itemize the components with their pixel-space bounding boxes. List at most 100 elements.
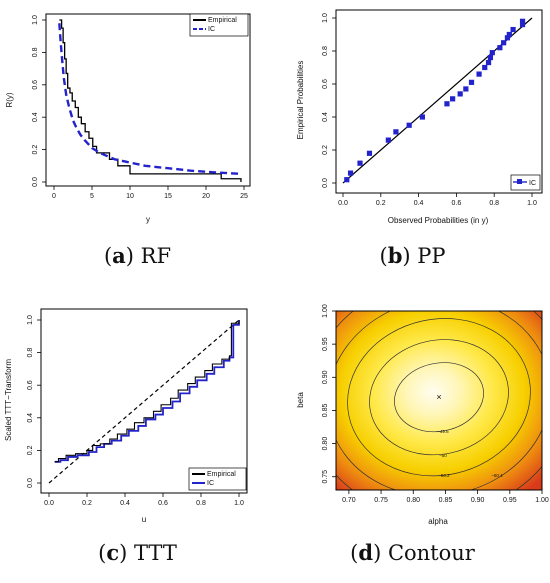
pp-point <box>489 50 495 56</box>
pp-point <box>519 18 526 24</box>
y-tick-label: 0.6 <box>322 79 329 89</box>
contour-line <box>394 362 484 433</box>
pp-point <box>482 64 488 71</box>
x-tick-label: 1.0 <box>234 500 244 507</box>
pp-point <box>385 137 391 143</box>
caption-d: (d) Contour <box>350 540 475 565</box>
y-tick-label: 0.2 <box>32 145 39 155</box>
rf-xlabel: y <box>146 215 150 224</box>
y-tick-label: 0.4 <box>27 413 34 423</box>
x-tick-label: 0.2 <box>82 500 92 507</box>
caption-a: (a) RF <box>103 243 172 268</box>
pp-point <box>497 45 503 51</box>
x-tick-label: 0.2 <box>376 200 386 207</box>
contour-level-label: −49.6 <box>437 429 449 434</box>
pp-point <box>463 86 469 92</box>
x-tick-label: 0.4 <box>414 200 424 207</box>
x-tick-label: 1.00 <box>535 497 549 504</box>
x-tick-label: 0.6 <box>158 500 168 507</box>
x-tick-label: 15 <box>164 193 172 200</box>
panel-rf: 0 5 10 15 20 25 0.0 0.2 0.4 0.6 0.8 1.0 Empirical I… <box>5 13 251 224</box>
y-tick-label: 0.85 <box>322 404 329 418</box>
x-tick-label: 10 <box>126 193 134 200</box>
x-tick-label: 25 <box>240 193 248 200</box>
x-tick-label: 0.8 <box>196 500 206 507</box>
x-tick-label: 5 <box>90 193 94 200</box>
contour-lines: −49.6 −50 −50.2 −50.4 <box>336 311 542 490</box>
y-tick-label: 0.90 <box>322 370 329 384</box>
rf-series <box>58 19 242 182</box>
pp-point <box>501 40 507 46</box>
ttt-legend-empirical: Empirical <box>207 471 236 478</box>
pp-point <box>406 122 412 128</box>
y-tick-label: 0.0 <box>322 178 329 188</box>
rf-legend-empirical: Empirical <box>208 17 237 24</box>
ttt-axes: 0.0 0.2 0.4 0.6 0.8 1.0 0.0 0.2 0.4 0.6 0.8 1.0 <box>27 315 244 507</box>
contour-ylabel: beta <box>296 392 305 408</box>
rf-legend: Empirical IC <box>189 13 249 37</box>
rf-legend-ic: IC <box>208 26 215 33</box>
y-tick-label: 0.75 <box>322 470 329 484</box>
pp-point <box>504 35 511 41</box>
y-tick-label: 0.95 <box>322 337 329 351</box>
pp-point <box>357 160 363 166</box>
contour-line <box>347 318 531 477</box>
y-tick-label: 0.2 <box>27 445 34 455</box>
x-tick-label: 0.70 <box>342 497 356 504</box>
ttt-legend: Empirical IC <box>188 467 247 491</box>
ttt-legend-ic: IC <box>207 480 214 487</box>
ttt-ic-line <box>54 320 240 463</box>
panel-ttt: 0.0 0.2 0.4 0.6 0.8 1.0 0.0 0.2 0.4 0.6 0.8 1.0 Emp… <box>4 308 248 524</box>
contour-line <box>369 339 509 456</box>
y-tick-label: 1.0 <box>27 315 34 325</box>
y-tick-label: 1.0 <box>32 15 39 25</box>
rf-ylabel: R(y) <box>5 92 14 107</box>
pp-series <box>342 17 533 184</box>
pp-legend: IC <box>510 174 541 191</box>
ttt-plot-frame <box>40 308 248 494</box>
x-tick-label: 0.4 <box>120 500 130 507</box>
y-tick-label: 0.8 <box>32 47 39 57</box>
y-tick-label: 1.0 <box>322 13 329 23</box>
y-tick-label: 0.6 <box>32 80 39 90</box>
pp-point <box>457 91 463 97</box>
pp-point <box>344 177 350 183</box>
x-tick-label: 20 <box>202 193 210 200</box>
contour-xlabel: alpha <box>428 517 448 526</box>
x-tick-label: 0.0 <box>338 200 348 207</box>
pp-point <box>347 170 354 176</box>
caption-c: (c) TTT <box>98 540 177 565</box>
rf-ic-line <box>58 23 242 176</box>
pp-point <box>393 129 399 135</box>
panel-contour: −49.6−50−50.2 −50.4 0.70 0.75 0.80 0.85 0.90 0… <box>296 304 549 526</box>
contour-max-marker: × <box>436 392 441 402</box>
pp-point <box>476 71 482 77</box>
pp-point <box>444 101 450 107</box>
contour-level-label: −50 <box>439 453 447 458</box>
y-tick-label: 0.6 <box>27 380 34 390</box>
ttt-ylabel: Scaled TTT−Transform <box>4 359 13 441</box>
x-tick-label: 0.90 <box>471 497 485 504</box>
x-tick-label: 0.75 <box>374 497 388 504</box>
ttt-empirical-line <box>54 320 240 463</box>
y-tick-label: 0.8 <box>27 348 34 358</box>
pp-point <box>519 22 526 28</box>
contour-plot-frame <box>335 310 543 491</box>
x-tick-label: 1.0 <box>527 200 537 207</box>
rf-empirical-line <box>59 19 242 182</box>
pp-point <box>510 26 516 33</box>
y-tick-label: 0.0 <box>27 478 34 488</box>
pp-legend-ic: IC <box>529 180 536 187</box>
y-tick-label: 1.00 <box>322 304 329 318</box>
pp-xlabel: Observed Probabilities (in y) <box>388 216 489 225</box>
rf-axes: 0 5 10 15 20 25 0.0 0.2 0.4 0.6 0.8 1.0 <box>32 15 248 200</box>
pp-point <box>468 79 475 85</box>
x-tick-label: 0.85 <box>439 497 453 504</box>
x-tick-label: 0 <box>52 193 56 200</box>
x-tick-label: 0.6 <box>452 200 462 207</box>
pp-point <box>506 31 512 38</box>
contour-axes: 0.70 0.75 0.80 0.85 0.90 0.95 1.00 0.75 0.80 0.85… <box>322 304 549 504</box>
pp-axes: 0.0 0.2 0.4 0.6 0.8 1.0 0.0 0.2 0.4 0.6 0.8 1.0 <box>322 13 537 207</box>
y-tick-label: 0.80 <box>322 437 329 451</box>
